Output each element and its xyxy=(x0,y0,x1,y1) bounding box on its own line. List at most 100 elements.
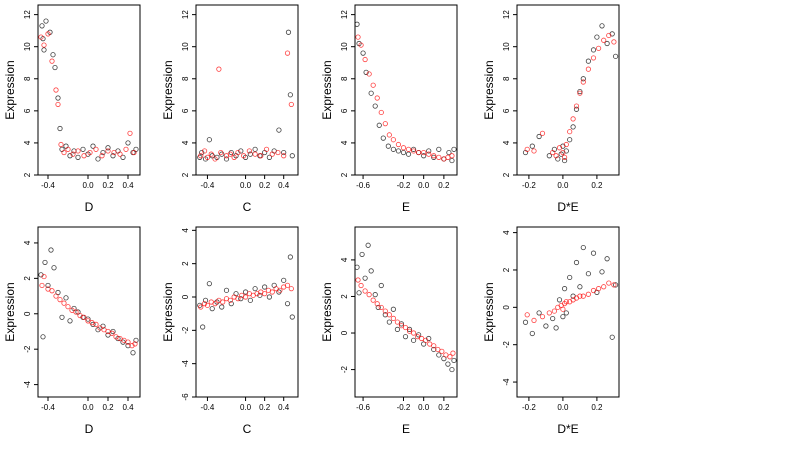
red-point xyxy=(358,42,364,48)
red-point xyxy=(269,289,275,295)
points-group xyxy=(354,21,457,164)
x-axis: -0.2 0.0 0.2 xyxy=(522,397,603,412)
red-point xyxy=(439,348,445,354)
x-axis: -0.4 0.0 0.2 0.4 xyxy=(41,397,134,412)
red-point xyxy=(450,350,456,356)
plot-frame xyxy=(195,226,299,398)
red-point xyxy=(281,153,287,159)
red-point xyxy=(355,34,361,40)
black-point xyxy=(257,292,263,298)
x-tick-label: 0.0 xyxy=(82,181,94,190)
black-point xyxy=(550,315,556,322)
red-point xyxy=(38,34,44,40)
black-point xyxy=(52,64,58,71)
red-point xyxy=(570,116,576,122)
black-point xyxy=(266,294,272,300)
black-point xyxy=(368,90,374,96)
x-tick-label: 0.2 xyxy=(102,181,114,190)
y-tick-label: 2 xyxy=(23,276,32,281)
x-axis-title: D*E xyxy=(557,422,578,436)
red-point xyxy=(93,321,99,327)
panel-5: -0.4 0.0 0.2 0.4 -4 -2 0 2 4 D Expression xyxy=(3,226,141,436)
x-tick-label: 0.0 xyxy=(240,181,252,190)
y-tick-label: -6 xyxy=(181,393,190,401)
red-point xyxy=(111,149,117,156)
red-point xyxy=(553,153,559,159)
y-axis: -6 -4 -2 0 2 4 xyxy=(181,228,196,401)
black-point xyxy=(570,124,576,130)
y-tick-label: -4 xyxy=(23,381,32,389)
black-point xyxy=(67,153,73,159)
black-point xyxy=(376,122,382,128)
points-group xyxy=(38,247,139,356)
x-tick-label: -0.6 xyxy=(356,403,370,412)
x-axis-title: D xyxy=(85,200,94,214)
red-point xyxy=(269,151,275,157)
red-point xyxy=(426,151,432,157)
black-point xyxy=(360,50,366,56)
black-point xyxy=(266,154,272,160)
plot-frame xyxy=(195,4,299,176)
x-tick-label: 0.0 xyxy=(557,403,569,412)
black-point xyxy=(536,133,542,140)
red-point xyxy=(284,282,291,288)
red-point xyxy=(550,149,556,156)
x-tick-label: 0.2 xyxy=(438,403,450,412)
red-point xyxy=(577,293,583,299)
black-point xyxy=(394,326,401,332)
red-point xyxy=(284,50,291,56)
black-point xyxy=(436,352,442,358)
points-group xyxy=(197,29,295,162)
black-point xyxy=(558,151,564,157)
x-tick-label: 0.0 xyxy=(418,403,430,412)
black-point xyxy=(110,153,116,159)
black-point xyxy=(609,334,615,340)
y-tick-label: 12 xyxy=(23,10,32,19)
y-tick-label: 2 xyxy=(181,172,190,177)
red-point xyxy=(378,304,384,311)
black-point xyxy=(362,275,368,281)
black-point xyxy=(385,143,391,149)
black-point xyxy=(612,282,619,288)
plot-frame xyxy=(516,4,620,176)
red-point xyxy=(117,151,123,157)
red-point xyxy=(531,148,537,154)
panel-6: -0.4 0.0 0.2 0.4 -6 -4 -2 0 2 4 C Expression xyxy=(161,226,299,436)
plot-frame xyxy=(354,226,458,398)
black-point xyxy=(238,148,244,154)
red-point xyxy=(49,288,55,294)
y-tick-label: 2 xyxy=(23,172,32,177)
red-point xyxy=(567,129,573,135)
red-point xyxy=(595,45,602,51)
points-group xyxy=(197,254,295,330)
points-group xyxy=(354,242,457,373)
red-point xyxy=(277,287,283,293)
black-point xyxy=(599,23,605,29)
black-point xyxy=(228,301,234,307)
y-axis: -2 0 2 4 xyxy=(340,257,355,373)
y-axis: 2 4 6 8 10 12 xyxy=(340,10,355,177)
red-point xyxy=(235,149,241,156)
black-point xyxy=(276,127,282,133)
black-point xyxy=(529,143,535,149)
black-point xyxy=(567,274,573,281)
black-point xyxy=(449,157,455,164)
black-point xyxy=(612,53,619,59)
black-point xyxy=(451,146,457,152)
red-point xyxy=(573,103,580,109)
y-tick-label: 12 xyxy=(502,10,511,19)
y-tick-label: -4 xyxy=(502,378,511,386)
y-tick-label: 6 xyxy=(502,108,511,113)
panel-8: -0.2 0.0 0.2 -4 -2 0 2 4 D*E Expression xyxy=(482,226,620,436)
y-tick-label: 4 xyxy=(23,240,32,245)
x-tick-label: -0.2 xyxy=(397,403,411,412)
red-point xyxy=(70,151,76,157)
red-point xyxy=(580,79,586,85)
y-tick-label: 6 xyxy=(181,108,190,113)
red-point xyxy=(263,146,270,152)
black-point xyxy=(63,143,69,149)
black-point xyxy=(287,254,293,260)
black-point xyxy=(604,40,610,47)
red-point xyxy=(606,32,612,39)
